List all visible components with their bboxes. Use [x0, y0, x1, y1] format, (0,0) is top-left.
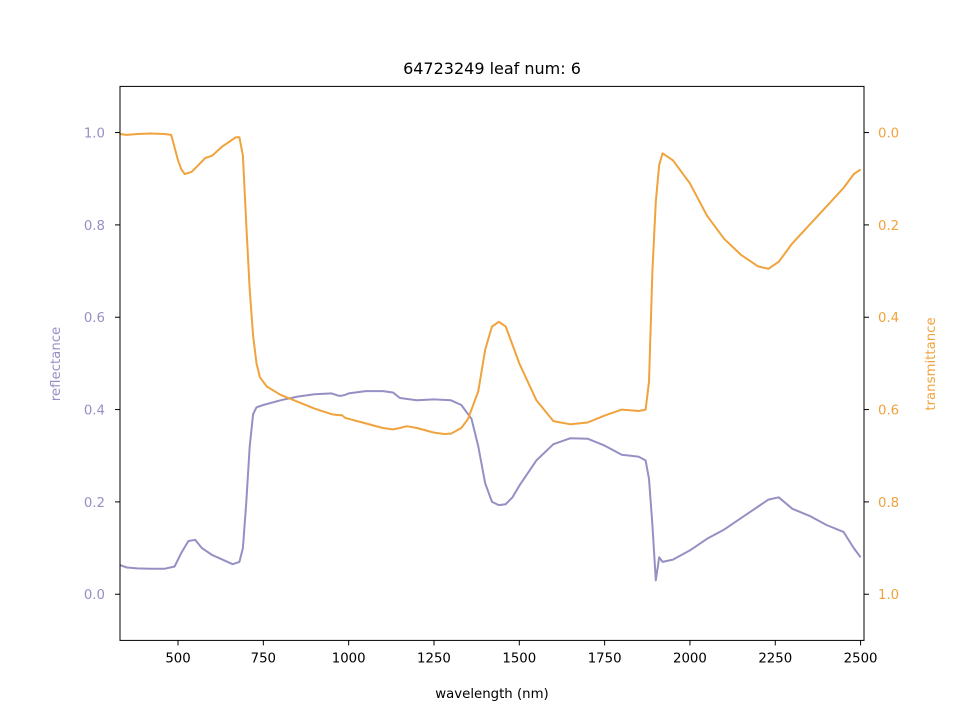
x-tick-label: 1250 [417, 651, 451, 666]
left-y-tick-label: 0.6 [84, 311, 105, 326]
transmittance-line [119, 132, 862, 435]
left-y-tick-label: 0.4 [84, 404, 105, 419]
x-tick-label: 1500 [502, 651, 536, 666]
left-y-tick-label: 0.8 [84, 219, 105, 234]
x-tick-label: 500 [165, 651, 190, 666]
plot-lines [119, 132, 862, 582]
right-y-tick-label: 0.8 [878, 496, 899, 511]
right-y-axis-title: transmittance [924, 317, 939, 410]
left-y-axis: 0.0 0.2 0.4 0.6 0.8 1.0 [84, 127, 120, 603]
right-y-tick-label: 0.2 [878, 219, 899, 234]
chart-title: 64723249 leaf num: 6 [403, 59, 581, 78]
right-y-tick-label: 0.4 [878, 311, 899, 326]
left-y-tick-label: 0.2 [84, 496, 105, 511]
right-y-tick-label: 1.0 [878, 588, 899, 603]
x-tick-label: 1750 [588, 651, 622, 666]
reflectance-line [119, 390, 862, 582]
right-y-tick-label: 0.0 [878, 127, 899, 142]
left-y-tick-label: 0.0 [84, 588, 105, 603]
x-tick-label: 1000 [332, 651, 366, 666]
right-y-axis: 0.0 0.2 0.4 0.6 0.8 1.0 [864, 127, 899, 603]
left-y-tick-label: 1.0 [84, 127, 105, 142]
left-y-axis-title: reflectance [49, 327, 64, 402]
x-tick-label: 750 [251, 651, 276, 666]
x-axis-title: wavelength (nm) [435, 687, 548, 702]
x-tick-label: 2250 [758, 651, 792, 666]
right-y-tick-label: 0.6 [878, 404, 899, 419]
axes-frame [119, 85, 865, 641]
x-tick-label: 2000 [673, 651, 707, 666]
x-tick-label: 2500 [844, 651, 878, 666]
x-axis: 500 750 1000 1250 1500 1750 2000 2250 2500 [165, 640, 878, 666]
